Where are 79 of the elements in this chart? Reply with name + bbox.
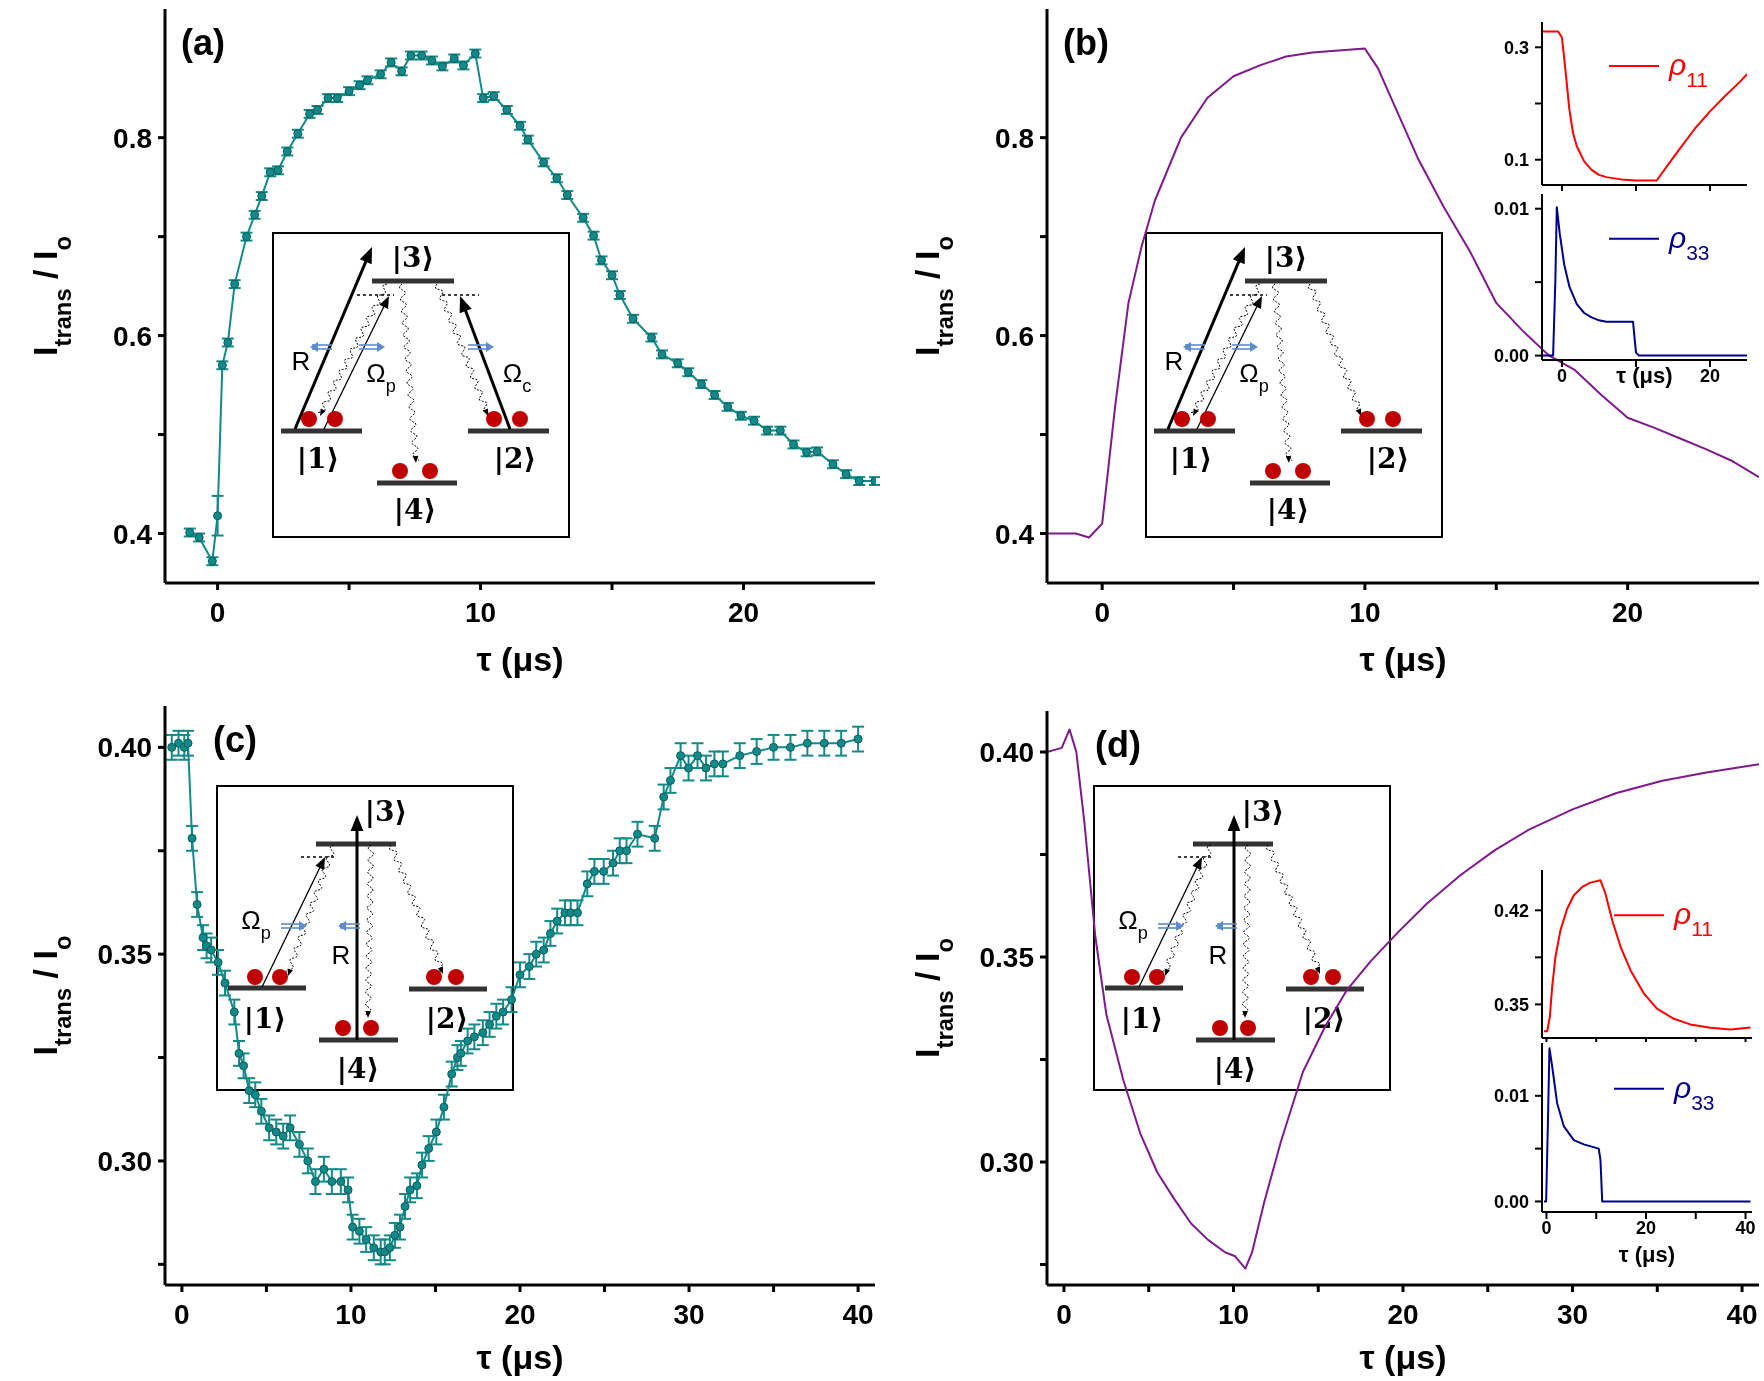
x-tick-label: 30 (673, 1299, 705, 1330)
x-axis-title: τ (μs) (476, 1338, 564, 1376)
x-tick-label: 0 (1541, 1218, 1552, 1238)
annotation: |4⟩ (1266, 493, 1310, 526)
y-tick-label: 0.4 (113, 518, 153, 550)
annotation: Ω$_{p}$ (241, 905, 271, 943)
annotation: (a) (181, 22, 225, 63)
x-tick-label: 20 (1699, 366, 1721, 386)
y-tick-label: 0.01 (1493, 199, 1529, 220)
x-tick-label: 10 (1349, 597, 1381, 628)
y-tick-label: 0.1 (1503, 150, 1529, 171)
annotation: |4⟩ (336, 1052, 380, 1085)
y-tick-label: 0.00 (1493, 346, 1529, 367)
x-axis-title: τ (μs) (476, 640, 564, 678)
y-tick-label: 0.00 (1493, 1191, 1529, 1212)
legend-label: ρ$_{33}$ (1673, 1070, 1715, 1114)
y-tick-label: 0.4 (995, 518, 1035, 550)
x-tick-label: 20 (504, 1299, 536, 1330)
annotation: |1⟩ (1120, 1002, 1164, 1035)
annotation: (d) (1095, 724, 1141, 765)
annotation: R (1208, 940, 1228, 970)
y-tick-label: 0.6 (113, 320, 152, 352)
annotation: |3⟩ (1241, 795, 1285, 828)
x-tick-label: 0 (209, 597, 226, 628)
annotation: |2⟩ (493, 442, 537, 475)
y-tick-label: 0.30 (979, 1147, 1034, 1179)
y-tick-label: 0.40 (979, 737, 1034, 769)
x-tick-label: 10 (335, 1299, 367, 1330)
y-tick-label: 0.01 (1493, 1086, 1529, 1107)
annotation: |3⟩ (364, 795, 408, 828)
y-tick-label: 0.42 (1493, 900, 1529, 921)
x-tick-label: 20 (1612, 597, 1644, 628)
annotation: |3⟩ (1264, 241, 1308, 274)
x-axis-title: τ (μs) (1359, 1338, 1447, 1376)
annotation: |2⟩ (425, 1002, 469, 1035)
annotation: |1⟩ (296, 442, 340, 475)
annotation: Ω$_{p}$ (1239, 358, 1269, 396)
x-tick-label: 40 (1726, 1299, 1758, 1330)
annotation: (b) (1063, 22, 1109, 63)
y-tick-label: 0.35 (97, 939, 152, 971)
x-tick-label: 20 (1635, 1218, 1657, 1238)
annotation: |3⟩ (391, 241, 435, 274)
x-tick-label: 10 (464, 597, 497, 628)
y-tick-label: 0.35 (1493, 994, 1529, 1015)
annotation: Ω$_{p}$ (1118, 905, 1148, 943)
legend-label: ρ$_{11}$ (1668, 48, 1708, 91)
x-axis-title: τ (μs) (1618, 1242, 1676, 1267)
y-tick-label: 0.8 (995, 122, 1034, 154)
annotation: Ω$_{p}$ (366, 358, 396, 396)
legend-label: ρ$_{33}$ (1668, 220, 1710, 264)
y-tick-label: 0.6 (995, 320, 1034, 352)
y-tick-label: 0.8 (113, 122, 152, 154)
annotation: |4⟩ (393, 493, 437, 526)
y-tick-label: 0.3 (1503, 37, 1529, 58)
annotation: R (1164, 346, 1184, 376)
annotation: (c) (213, 719, 257, 760)
x-tick-label: 40 (1735, 1218, 1756, 1238)
x-tick-label: 0 (1094, 597, 1110, 628)
y-tick-label: 0.35 (979, 942, 1034, 974)
x-tick-label: 0 (1056, 1299, 1072, 1330)
y-tick-label: 0.40 (97, 732, 152, 764)
x-tick-label: 30 (1556, 1299, 1589, 1330)
x-axis-title: τ (μs) (1359, 640, 1447, 678)
x-tick-label: 0 (174, 1299, 190, 1330)
y-tick-label: 0.30 (97, 1146, 152, 1178)
x-tick-label: 20 (727, 597, 760, 628)
annotation: |2⟩ (1366, 442, 1410, 475)
annotation: R (291, 346, 311, 376)
legend-label: ρ$_{11}$ (1673, 897, 1713, 940)
x-tick-label: 40 (842, 1299, 874, 1330)
annotation: |1⟩ (243, 1002, 287, 1035)
annotation: R (331, 940, 351, 970)
x-tick-label: 20 (1387, 1299, 1419, 1330)
annotation: Ω$_{c}$ (502, 358, 532, 396)
x-tick-label: 10 (1217, 1299, 1250, 1330)
x-tick-label: 0 (1556, 366, 1567, 386)
annotation: |1⟩ (1169, 442, 1213, 475)
x-axis-title: τ (μs) (1616, 363, 1673, 388)
annotation: |4⟩ (1213, 1052, 1257, 1085)
